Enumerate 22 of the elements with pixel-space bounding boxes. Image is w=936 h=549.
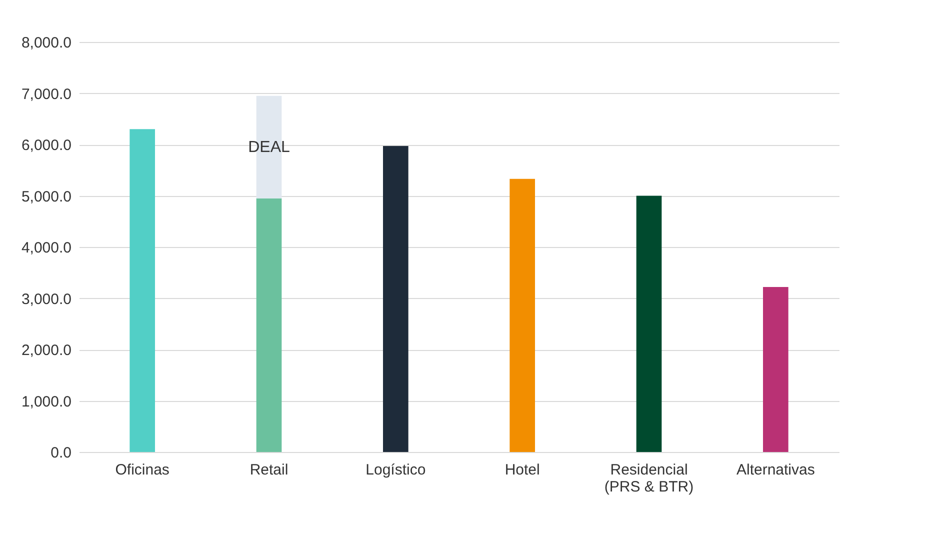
x-tick-label: Oficinas (115, 462, 170, 478)
x-tick-label: Retail (250, 462, 288, 478)
y-tick-label: 3,000.0 (21, 290, 72, 308)
x-tick-label: Alternativas (736, 462, 815, 478)
y-tick-label: 8,000.0 (21, 34, 72, 52)
x-tick-label: Residencial (PRS & BTR) (604, 462, 694, 496)
y-tick-label: 0.0 (50, 444, 72, 462)
bar (130, 129, 155, 452)
y-tick-label: 1,000.0 (21, 393, 72, 410)
x-tick-label: Hotel (504, 462, 540, 478)
bar (510, 178, 535, 452)
annotation: DEAL (248, 139, 290, 156)
bar (636, 196, 662, 452)
y-tick-label: 6,000.0 (21, 137, 72, 154)
y-tick-label: 4,000.0 (21, 240, 72, 256)
y-tick-label: 7,000.0 (21, 86, 72, 103)
y-tick-label: 5,000.0 (21, 188, 72, 206)
x-tick-label: Logístico (366, 462, 426, 478)
bar (763, 286, 788, 452)
y-tick-label: 2,000.0 (21, 342, 72, 359)
bar (383, 146, 408, 452)
bar (256, 198, 282, 452)
